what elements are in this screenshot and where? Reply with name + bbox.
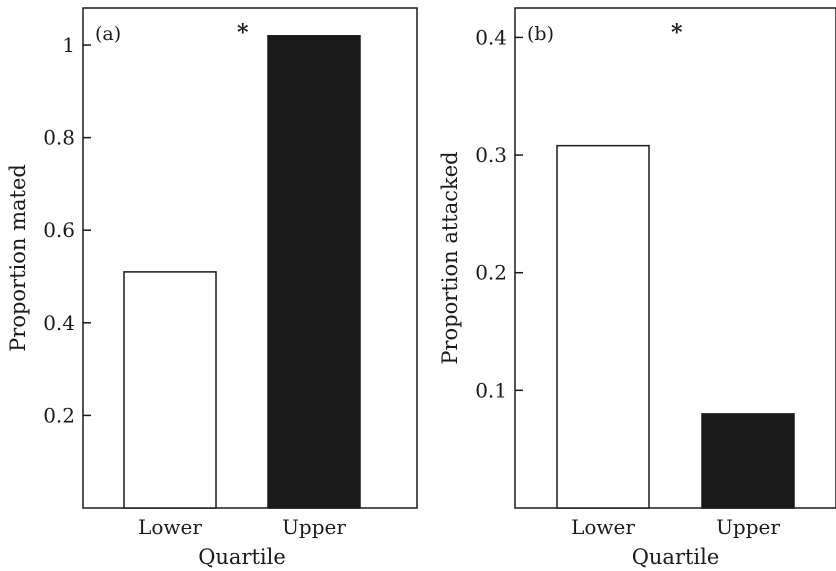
y-tick-label-b: 0.1	[475, 378, 507, 402]
bar-lower-a	[123, 271, 217, 509]
y-tick-label-a: 1	[62, 33, 75, 57]
bar-upper-b	[701, 413, 795, 509]
plot-frame-b	[514, 7, 836, 509]
y-tick-label-a: 0.2	[43, 403, 75, 427]
x-tick-label-b: Lower	[571, 515, 635, 539]
y-tick-label-b: 0.2	[475, 261, 507, 285]
plot-frame-a	[82, 7, 418, 509]
x-tick-label-a: Upper	[282, 515, 346, 539]
x-axis-label-b: Quartile	[632, 545, 720, 569]
significance-marker-a: *	[237, 20, 249, 46]
y-tick-label-a: 0.4	[43, 311, 75, 335]
bar-upper-a	[267, 35, 361, 509]
x-tick-label-a: Lower	[138, 515, 202, 539]
y-tick-label-a: 0.6	[43, 218, 75, 242]
significance-marker-b: *	[671, 20, 683, 46]
panel-label-a: (a)	[95, 23, 121, 45]
y-axis-label-b: Proportion attacked	[438, 151, 462, 364]
y-axis-label-a: Proportion mated	[6, 164, 30, 352]
panel-label-b: (b)	[527, 23, 554, 45]
panel-b: 0.1 0.2 0.3 0.4 Lower Upper (b) * Proportion…	[438, 7, 836, 569]
panel-a: 0.2 0.4 0.6 0.8 1 Lower Upper (a) * Proportio…	[6, 7, 418, 569]
y-tick-label-b: 0.3	[475, 143, 507, 167]
y-tick-label-a: 0.8	[43, 126, 75, 150]
x-tick-label-b: Upper	[716, 515, 780, 539]
bar-lower-b	[556, 144, 650, 509]
x-axis-label-a: Quartile	[198, 545, 286, 569]
y-tick-label-b: 0.4	[475, 25, 507, 49]
